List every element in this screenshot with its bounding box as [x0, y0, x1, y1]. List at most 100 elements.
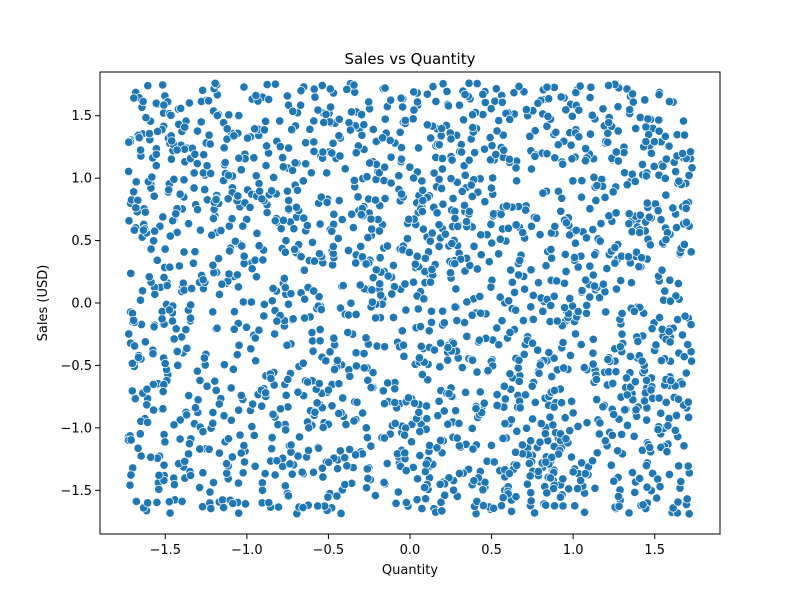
scatter-point	[259, 311, 269, 321]
scatter-point	[206, 168, 216, 179]
scatter-point	[131, 177, 141, 187]
scatter-point	[386, 178, 396, 188]
scatter-point	[663, 421, 673, 431]
scatter-point	[405, 162, 415, 172]
scatter-point	[478, 109, 488, 120]
scatter-point	[340, 453, 350, 463]
y-tick-label: 0.5	[71, 234, 92, 249]
scatter-point	[162, 280, 172, 291]
scatter-point	[309, 137, 319, 147]
scatter-point	[640, 95, 650, 105]
scatter-point	[656, 355, 666, 366]
x-tick-label: −1.0	[231, 543, 263, 558]
scatter-point	[367, 297, 378, 307]
scatter-point	[166, 154, 176, 164]
scatter-point	[498, 493, 508, 503]
scatter-point	[613, 156, 623, 166]
scatter-point	[401, 466, 411, 476]
scatter-point	[273, 502, 284, 512]
scatter-point	[505, 114, 515, 124]
scatter-point	[505, 327, 515, 338]
scatter-point	[408, 114, 418, 124]
scatter-point	[228, 498, 238, 509]
scatter-point	[609, 409, 619, 419]
scatter-point	[551, 127, 561, 137]
scatter-point	[448, 485, 459, 495]
scatter-point	[193, 395, 203, 405]
scatter-point	[549, 385, 560, 396]
scatter-point	[443, 419, 453, 429]
scatter-point	[130, 394, 140, 404]
scatter-point	[687, 163, 697, 173]
scatter-point	[408, 173, 419, 183]
scatter-point	[526, 488, 536, 498]
scatter-point	[180, 456, 190, 466]
scatter-point	[169, 174, 179, 184]
scatter-point	[585, 261, 595, 271]
scatter-point	[585, 129, 595, 139]
scatter-point	[149, 191, 159, 201]
scatter-point	[641, 460, 652, 471]
scatter-point	[536, 419, 546, 429]
scatter-point	[267, 296, 277, 306]
scatter-point	[545, 412, 555, 422]
scatter-point	[313, 501, 323, 511]
y-tick-label: −1.0	[60, 421, 92, 436]
scatter-point	[438, 79, 448, 89]
scatter-point	[192, 158, 202, 169]
scatter-point	[234, 340, 244, 350]
scatter-point	[674, 461, 684, 471]
scatter-point	[159, 100, 169, 110]
scatter-point	[224, 269, 234, 279]
scatter-point	[654, 393, 664, 403]
scatter-point	[379, 433, 389, 443]
scatter-point	[588, 270, 598, 280]
scatter-point	[413, 143, 424, 153]
scatter-point	[198, 427, 208, 437]
scatter-point	[314, 249, 325, 259]
scatter-point	[317, 463, 328, 473]
scatter-point	[422, 120, 432, 130]
scatter-point	[514, 376, 524, 386]
scatter-point	[585, 204, 595, 214]
scatter-point	[281, 425, 291, 435]
scatter-point	[279, 273, 289, 283]
scatter-point	[643, 114, 653, 124]
scatter-point	[561, 105, 571, 115]
scatter-point	[124, 137, 134, 147]
scatter-point	[236, 448, 246, 458]
scatter-point	[169, 334, 179, 344]
scatter-point	[512, 176, 522, 186]
scatter-point	[198, 85, 208, 95]
scatter-point	[205, 487, 215, 497]
scatter-point	[549, 402, 559, 412]
scatter-point	[126, 470, 136, 480]
scatter-point	[158, 212, 168, 222]
scatter-point	[527, 338, 538, 348]
scatter-point	[402, 234, 413, 244]
scatter-point	[556, 92, 566, 102]
scatter-point	[152, 126, 163, 137]
scatter-point	[425, 277, 436, 287]
scatter-point	[194, 482, 205, 493]
scatter-point	[357, 110, 367, 120]
scatter-point	[478, 89, 488, 99]
scatter-point	[657, 265, 667, 275]
scatter-point	[600, 436, 610, 446]
scatter-point	[267, 433, 277, 443]
scatter-point	[483, 366, 493, 376]
scatter-point	[570, 501, 580, 511]
scatter-point	[254, 325, 264, 335]
scatter-point	[552, 276, 562, 286]
scatter-point	[214, 289, 225, 300]
y-tick-label: 1.5	[71, 109, 92, 124]
scatter-point	[469, 241, 479, 251]
scatter-point	[535, 437, 545, 447]
scatter-point	[495, 234, 505, 244]
scatter-point	[662, 447, 672, 457]
scatter-point	[628, 97, 638, 107]
scatter-point	[418, 224, 428, 234]
scatter-point	[567, 111, 577, 121]
